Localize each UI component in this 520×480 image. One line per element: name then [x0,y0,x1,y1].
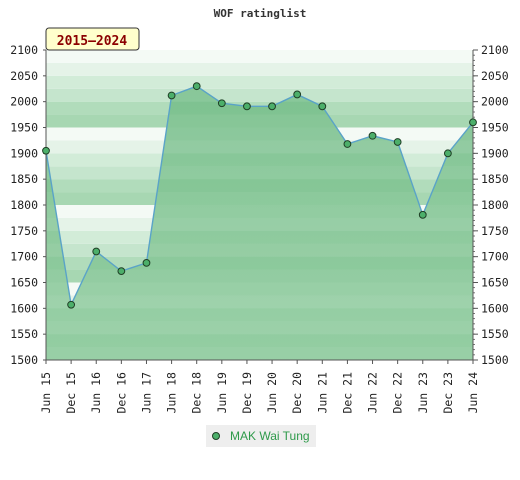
x-tick-label: Dec 16 [114,372,128,414]
y-tick-label-right: 1850 [481,172,509,186]
y-tick-label-right: 1700 [481,250,509,264]
y-tick-label-right: 1600 [481,301,509,315]
grid-band [46,75,473,89]
area-stripe [46,243,473,257]
data-point [343,140,352,148]
x-tick-label: Jun 22 [366,372,380,414]
grid-band [46,62,473,76]
data-point [217,99,226,108]
x-tick-label: Dec 22 [391,372,405,414]
x-tick-label: Jun 23 [416,372,430,414]
area-stripe [46,347,473,360]
x-tick-label: Jun 20 [265,372,279,414]
x-tick-label: Dec 15 [64,372,78,414]
data-point [117,267,126,276]
data-point [393,138,402,146]
data-point [268,102,276,111]
y-tick-label-left: 1900 [10,146,38,160]
y-tick-label-left: 1550 [10,327,38,341]
y-tick-label-right: 1500 [481,353,509,367]
x-tick-label: Jun 19 [215,372,229,414]
y-tick-label-right: 2000 [481,95,509,109]
data-point [318,102,327,111]
area-stripe [46,88,473,102]
legend-marker [212,432,220,440]
area-stripe [46,321,473,335]
y-tick-label-right: 2100 [481,43,509,57]
legend: MAK Wai Tung [206,425,316,447]
data-point [67,300,76,309]
x-tick-label: Jun 17 [139,372,153,414]
x-tick-label: Dec 23 [441,372,455,414]
y-tick-label-left: 1950 [10,121,38,135]
grid-band [46,50,473,63]
y-tick-label-right: 1800 [481,198,509,212]
data-point [443,149,452,158]
y-tick-label-left: 1850 [10,172,38,186]
area-stripe [46,166,473,180]
period-badge: 2015–2024 [45,27,140,51]
y-tick-label-left: 2100 [10,43,38,57]
data-point [42,146,50,155]
area-stripe [46,269,473,283]
axes: 1500 1500 1550 1550 1600 1600 1650 1650 1700 1700… [10,43,508,414]
y-tick-label-right: 2050 [481,69,509,83]
data-point [92,247,101,256]
y-tick-label-right: 1650 [481,276,509,290]
y-tick-label-right: 1550 [481,327,509,341]
x-tick-label: Dec 20 [290,372,304,414]
area-stripe [46,62,473,76]
data-point [142,258,151,267]
legend-label: MAK Wai Tung [230,429,310,443]
y-tick-label-left: 1750 [10,224,38,238]
y-tick-label-left: 1800 [10,198,38,212]
period-badge-label: 2015–2024 [57,34,128,49]
chart-title: WOF ratinglist [214,7,307,20]
area-stripe [46,295,473,309]
area-stripe [46,114,473,128]
data-point [418,210,427,219]
y-tick-label-left: 1700 [10,250,38,264]
series-area [46,86,473,361]
y-tick-label-right: 1950 [481,121,509,135]
y-tick-label-right: 1750 [481,224,509,238]
area-stripe [46,217,473,231]
x-tick-label: Jun 18 [165,372,179,414]
data-point [368,131,377,140]
data-point [192,82,201,91]
x-tick-label: Dec 18 [190,372,204,414]
grid-band [46,88,473,102]
y-tick-label-left: 1500 [10,353,38,367]
x-tick-label: Jun 24 [466,372,480,414]
y-tick-label-left: 2050 [10,69,38,83]
x-tick-label: Jun 16 [89,372,103,414]
area-stripe [46,140,473,154]
y-tick-label-left: 2000 [10,95,38,109]
x-tick-label: Jun 15 [39,372,53,414]
data-point [167,91,176,100]
x-tick-label: Jun 21 [315,372,329,414]
data-points [42,82,477,309]
y-tick-label-left: 1600 [10,301,38,315]
area-stripe [46,192,473,205]
x-tick-label: Dec 21 [340,372,354,414]
y-tick-label-right: 1900 [481,146,509,160]
area-layer [45,62,474,361]
x-tick-label: Dec 19 [240,372,254,414]
data-point [469,118,477,127]
data-point [243,102,251,111]
series-line [45,85,474,308]
y-tick-label-left: 1650 [10,276,38,290]
data-point [293,90,302,99]
